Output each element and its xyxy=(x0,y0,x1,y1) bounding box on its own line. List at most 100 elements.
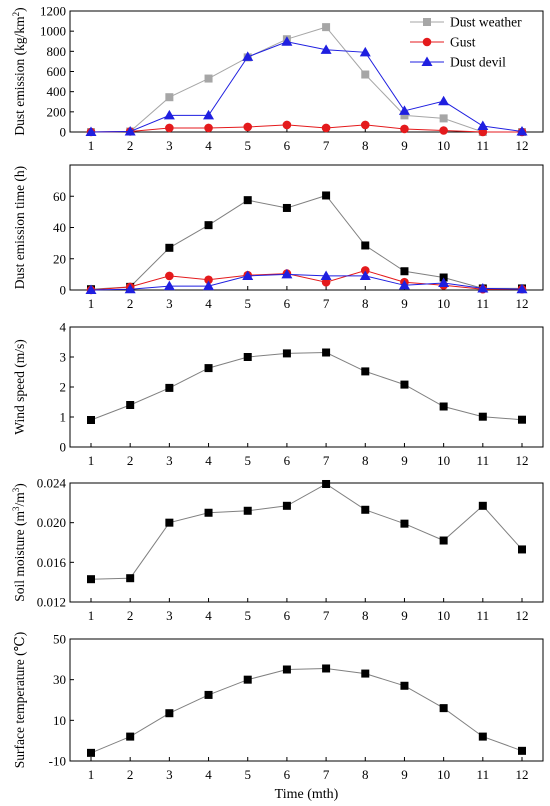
series-1 xyxy=(87,479,526,584)
data-point xyxy=(322,479,331,488)
y-tick-label: 0 xyxy=(60,125,67,140)
x-tick-label: 10 xyxy=(437,608,450,623)
series-line xyxy=(90,351,523,421)
series-line xyxy=(90,124,522,133)
y-tick-label: 0 xyxy=(60,283,67,298)
y-axis-label: Wind speed (m/s) xyxy=(12,339,27,434)
y-tick-label: 50 xyxy=(53,632,66,647)
data-point xyxy=(242,270,254,280)
y-tick-label: 600 xyxy=(47,64,67,79)
data-point xyxy=(518,746,526,755)
x-tick-label: 8 xyxy=(362,608,369,623)
chart-panel-4: 1 2 3 4 5 6 7 8 9 10 11 120.0120.0160.0200.024Soil … xyxy=(11,476,544,623)
data-point xyxy=(85,126,97,136)
x-tick-label: 5 xyxy=(244,608,251,623)
y-axis-label: Surface temperature (℃) xyxy=(12,632,27,769)
legend: Dust weather Gust Dust devil xyxy=(410,15,522,70)
x-tick-label: 5 xyxy=(244,138,251,153)
data-point xyxy=(124,283,136,294)
data-point xyxy=(204,508,213,517)
x-tick-label: 4 xyxy=(205,138,212,153)
x-tick-label: 3 xyxy=(166,453,173,468)
x-tick-label: 12 xyxy=(516,296,529,311)
data-point xyxy=(204,275,213,285)
y-tick-label: 20 xyxy=(53,251,66,266)
x-tick-label: 1 xyxy=(88,453,95,468)
x-tick-label: 3 xyxy=(166,138,173,153)
data-point xyxy=(322,191,331,200)
data-point xyxy=(320,44,332,54)
x-tick-label: 9 xyxy=(401,453,408,468)
data-point xyxy=(242,51,254,61)
data-point xyxy=(126,574,135,583)
data-point xyxy=(398,105,410,115)
x-tick-label: 8 xyxy=(362,767,369,782)
legend-marker xyxy=(423,18,431,26)
x-tick-label: 10 xyxy=(437,767,450,782)
data-point xyxy=(204,690,213,699)
data-point xyxy=(322,23,331,32)
data-point xyxy=(359,270,371,280)
x-tick-label: 12 xyxy=(516,453,529,468)
legend-marker xyxy=(421,56,433,66)
x-tick-label: 8 xyxy=(362,453,369,468)
data-point xyxy=(478,501,487,510)
x-tick-label: 9 xyxy=(401,767,408,782)
x-tick-label: 3 xyxy=(166,608,173,623)
x-tick-label: 5 xyxy=(244,296,251,311)
data-point xyxy=(281,268,293,279)
data-point xyxy=(124,125,136,136)
data-point xyxy=(361,241,370,250)
x-tick-label: 7 xyxy=(323,296,330,311)
x-tick-label: 8 xyxy=(362,296,369,311)
data-point xyxy=(398,279,410,290)
data-point xyxy=(203,109,215,120)
x-tick-label: 10 xyxy=(437,453,450,468)
x-tick-label: 11 xyxy=(477,453,490,468)
x-tick-label: 2 xyxy=(127,767,134,782)
data-point xyxy=(87,575,95,584)
data-point xyxy=(87,416,95,424)
data-point xyxy=(243,675,252,684)
data-point xyxy=(204,123,213,133)
data-point xyxy=(360,120,370,130)
y-tick-label: 40 xyxy=(53,220,66,235)
data-point xyxy=(281,36,293,46)
x-tick-label: 3 xyxy=(166,296,173,311)
data-point xyxy=(439,536,448,545)
x-tick-label: 7 xyxy=(323,453,330,468)
x-tick-label: 2 xyxy=(127,453,134,468)
x-tick-label: 4 xyxy=(205,296,212,311)
data-point xyxy=(165,709,174,718)
x-tick-label: 9 xyxy=(401,608,408,623)
data-point xyxy=(478,412,487,421)
series-line xyxy=(90,26,522,133)
y-tick-label: 0.016 xyxy=(37,555,67,570)
series-line xyxy=(90,667,523,754)
data-point xyxy=(516,125,528,136)
x-tick-label: 11 xyxy=(477,138,490,153)
data-point xyxy=(204,364,213,373)
y-tick-label: 30 xyxy=(53,672,66,687)
plot-frame xyxy=(69,164,544,291)
data-point xyxy=(477,120,489,130)
legend-label: Dust devil xyxy=(450,55,506,70)
x-tick-label: 10 xyxy=(437,296,450,311)
data-point xyxy=(243,196,252,205)
data-point xyxy=(518,415,526,424)
y-tick-label: 0.024 xyxy=(37,476,67,491)
x-tick-label: 2 xyxy=(127,138,134,153)
data-point xyxy=(282,349,291,358)
x-tick-label: 6 xyxy=(284,138,291,153)
data-point xyxy=(126,401,135,409)
data-point xyxy=(321,277,331,287)
y-axis-label: Dust emission (kg/km2) xyxy=(11,7,27,135)
data-point xyxy=(320,270,332,280)
data-point xyxy=(359,46,371,57)
x-tick-label: 2 xyxy=(127,608,134,623)
x-tick-label: 1 xyxy=(88,608,95,623)
data-point xyxy=(439,402,448,411)
legend-label: Dust weather xyxy=(450,15,522,30)
y-tick-label: 4 xyxy=(60,320,67,335)
